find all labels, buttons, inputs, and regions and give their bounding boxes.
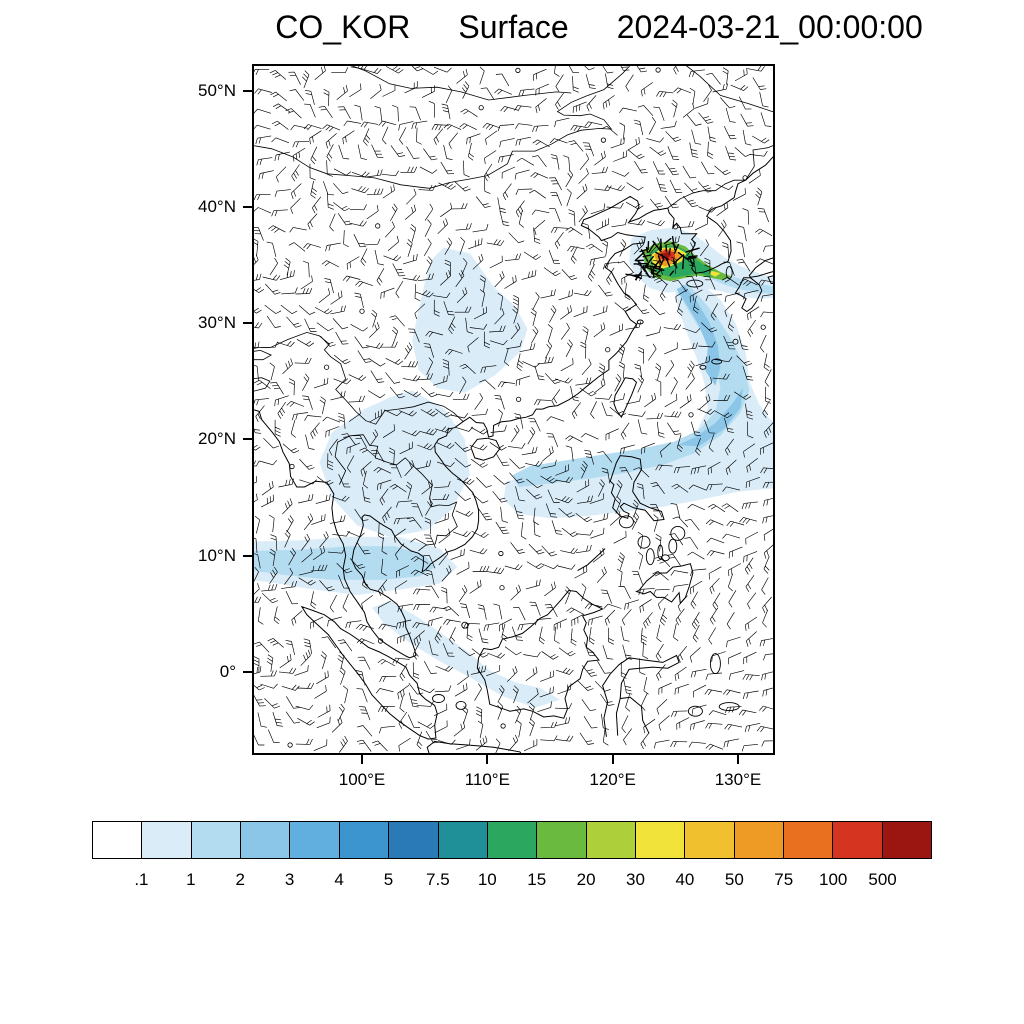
colorbar-cell bbox=[289, 821, 340, 859]
colorbar-tick-label: 1 bbox=[186, 870, 196, 889]
colorbar-tick-label: 4 bbox=[334, 870, 344, 889]
y-axis-tick-label: 30°N bbox=[198, 313, 236, 333]
colorbar-cell bbox=[733, 821, 785, 859]
plot-title: CO_KOR Surface 2024-03-21_00:00:00 bbox=[275, 9, 922, 46]
colorbar-cell bbox=[684, 821, 735, 859]
y-axis-tick-label: 20°N bbox=[198, 429, 236, 449]
x-axis-tick bbox=[361, 755, 363, 764]
colorbar-cell bbox=[190, 821, 242, 859]
colorbar-cell bbox=[783, 821, 834, 859]
y-axis-tick bbox=[243, 554, 252, 557]
x-axis-tick-label: 110°E bbox=[464, 770, 510, 789]
colorbar-tick-label: 2 bbox=[235, 870, 245, 889]
colorbar-cell bbox=[240, 821, 291, 859]
y-axis-tick-label: 0° bbox=[219, 661, 236, 681]
title-level: Surface bbox=[458, 9, 569, 45]
colorbar-tick-label: 10 bbox=[477, 870, 497, 889]
colorbar-tick-label: .1 bbox=[134, 870, 149, 889]
x-axis-tick-label: 120°E bbox=[589, 770, 636, 789]
colorbar-cell bbox=[585, 821, 636, 859]
colorbar-cell bbox=[634, 821, 686, 859]
colorbar-tick-label: 40 bbox=[675, 870, 695, 889]
map-canvas bbox=[252, 64, 775, 755]
colorbar-cell bbox=[388, 821, 439, 859]
x-axis-tick bbox=[611, 755, 614, 764]
colorbar-cell bbox=[536, 821, 587, 859]
y-axis-tick-label: 10°N bbox=[198, 545, 236, 565]
colorbar-cell bbox=[338, 821, 390, 859]
title-datetime: 2024-03-21_00:00:00 bbox=[616, 9, 923, 45]
colorbar-tick-label: 15 bbox=[527, 870, 547, 889]
y-axis-tick-label: 40°N bbox=[198, 196, 236, 216]
colorbar-tick-label: 30 bbox=[626, 870, 645, 889]
x-axis-tick-label: 100°E bbox=[338, 770, 386, 789]
colorbar-cell bbox=[92, 821, 143, 859]
x-axis-tick bbox=[486, 755, 489, 764]
y-axis-tick bbox=[243, 89, 252, 92]
y-axis-tick bbox=[243, 670, 252, 673]
colorbar-tick-label: 20 bbox=[576, 870, 596, 889]
y-axis-tick bbox=[243, 322, 252, 325]
colorbar-tick-label: 500 bbox=[868, 870, 897, 889]
colorbar-tick-label: 50 bbox=[724, 870, 744, 889]
colorbar-tick-label: 5 bbox=[383, 870, 394, 889]
colorbar-cell bbox=[141, 821, 192, 859]
colorbar-tick-label: 7.5 bbox=[426, 870, 450, 889]
colorbar-cell bbox=[437, 821, 488, 859]
y-axis-tick-label: 50°N bbox=[198, 80, 236, 100]
colorbar-cell bbox=[881, 821, 933, 859]
colorbar-tick-label: 3 bbox=[284, 870, 295, 889]
colorbar-cell bbox=[832, 821, 883, 859]
y-axis-tick bbox=[243, 205, 252, 208]
colorbar-tick-label: 100 bbox=[818, 870, 848, 889]
y-axis-tick bbox=[243, 438, 252, 441]
x-axis-tick-label: 130°E bbox=[714, 770, 762, 789]
colorbar-tick-label: 75 bbox=[774, 870, 794, 889]
colorbar bbox=[92, 821, 933, 859]
x-axis-tick bbox=[736, 755, 739, 764]
colorbar-cell bbox=[486, 821, 538, 859]
title-variable: CO_KOR bbox=[275, 9, 411, 45]
